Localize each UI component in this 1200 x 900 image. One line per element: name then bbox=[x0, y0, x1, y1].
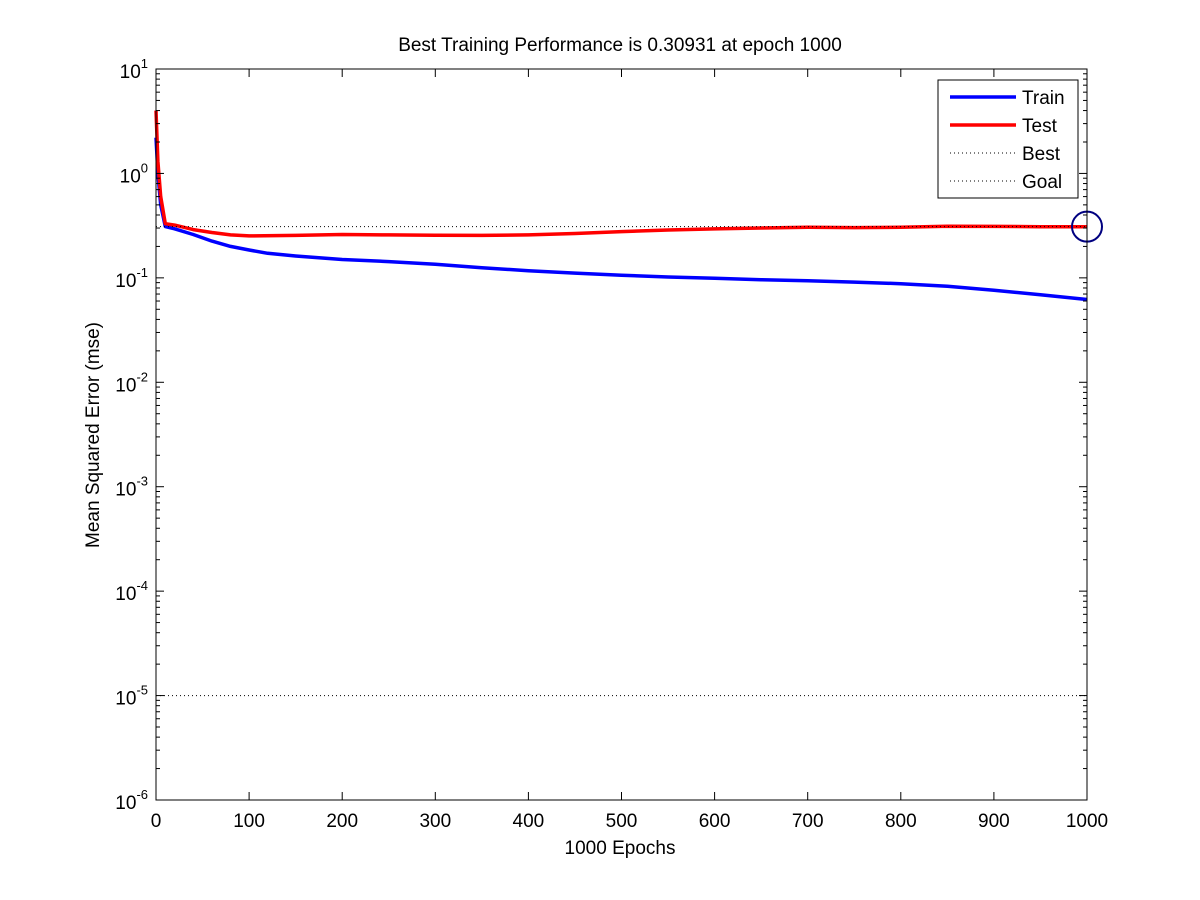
x-tick-label: 100 bbox=[233, 811, 265, 832]
x-tick-label: 800 bbox=[885, 811, 917, 832]
legend-label-goal: Goal bbox=[1022, 172, 1062, 193]
legend: Train Test Best Goal bbox=[937, 79, 1079, 199]
x-tick-label: 200 bbox=[326, 811, 358, 832]
legend-label-test: Test bbox=[1022, 116, 1058, 137]
y-tick-label: 10-4 bbox=[115, 578, 148, 605]
chart-title: Best Training Performance is 0.30931 at … bbox=[398, 35, 842, 56]
x-tick-label: 400 bbox=[513, 811, 545, 832]
x-axis-label: 1000 Epochs bbox=[565, 838, 676, 859]
y-tick-label: 101 bbox=[120, 56, 148, 83]
x-tick-label: 900 bbox=[978, 811, 1010, 832]
x-tick-label: 600 bbox=[699, 811, 731, 832]
legend-box bbox=[937, 79, 1079, 199]
y-tick-label: 10-3 bbox=[115, 474, 148, 501]
y-axis-label: Mean Squared Error (mse) bbox=[83, 322, 104, 548]
y-tick-label: 10-1 bbox=[115, 265, 148, 292]
y-tick-label: 10-5 bbox=[115, 683, 148, 710]
y-tick-label: 10-2 bbox=[115, 369, 148, 396]
plot-area bbox=[156, 69, 1087, 800]
x-tick-label: 500 bbox=[606, 811, 638, 832]
x-tick-label: 0 bbox=[151, 811, 162, 832]
legend-label-train: Train bbox=[1022, 88, 1065, 109]
x-tick-label: 700 bbox=[792, 811, 824, 832]
legend-label-best: Best bbox=[1022, 144, 1061, 165]
y-tick-label: 100 bbox=[120, 160, 148, 187]
y-tick-label: 10-6 bbox=[115, 787, 148, 814]
x-tick-label: 1000 bbox=[1066, 811, 1108, 832]
x-tick-label: 300 bbox=[419, 811, 451, 832]
series-line-train bbox=[154, 137, 1088, 302]
